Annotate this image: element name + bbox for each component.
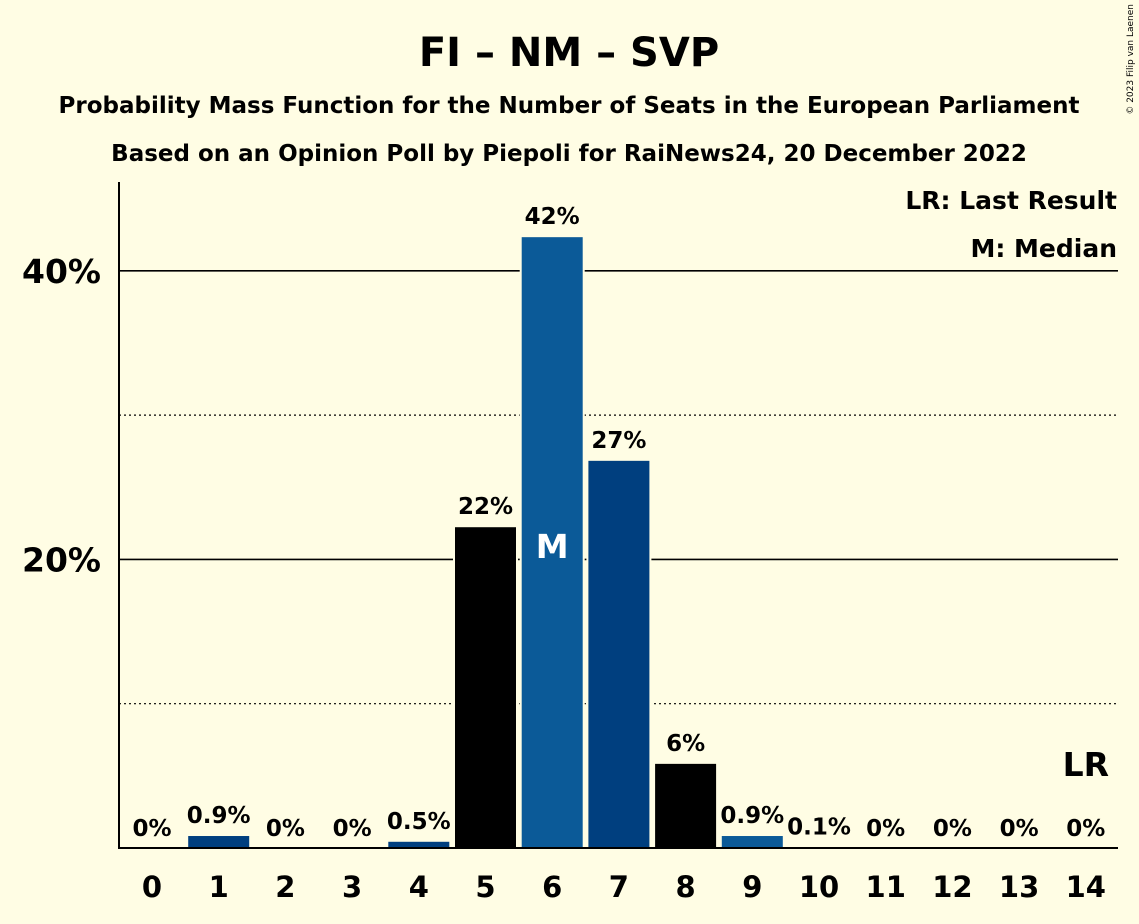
x-tick-label-4: 4: [409, 870, 429, 904]
x-tick-label-13: 13: [999, 870, 1039, 904]
legend-median: M: Median: [970, 234, 1117, 263]
last-result-marker: LR: [1063, 745, 1109, 784]
x-tick-label-7: 7: [609, 870, 629, 904]
y-tick-label: 20%: [22, 540, 101, 579]
data-label-12: 0%: [933, 816, 972, 842]
data-label-10: 0.1%: [787, 815, 851, 841]
bar-6: [519, 235, 585, 849]
bar-7: [586, 458, 652, 849]
x-tick-label-10: 10: [799, 870, 839, 904]
data-label-8: 6%: [666, 731, 705, 757]
bar-8: [653, 761, 719, 849]
x-tick-label-5: 5: [475, 870, 495, 904]
x-tick-label-9: 9: [742, 870, 762, 904]
data-label-9: 0.9%: [720, 803, 784, 829]
data-label-4: 0.5%: [387, 809, 451, 835]
x-tick-label-14: 14: [1066, 870, 1106, 904]
data-label-7: 27%: [591, 428, 646, 454]
chart-subtitle-1: Probability Mass Function for the Number…: [59, 93, 1080, 119]
data-label-1: 0.9%: [187, 803, 251, 829]
x-tick-label-2: 2: [275, 870, 295, 904]
data-labels: 0% 0.9% 0% 0% 0.5%22%42%27%6%0.9% 0.1% 0% 0% 0% 0…: [132, 204, 1109, 842]
bar-4: [386, 839, 452, 849]
bar-5: [453, 525, 518, 849]
y-tick-label: 40%: [22, 252, 101, 291]
data-label-0: 0%: [132, 816, 171, 842]
y-axis-ticks: 20% 40%: [22, 252, 101, 580]
chart-title: FI – NM – SVP: [419, 30, 719, 76]
data-label-2: 0%: [266, 816, 305, 842]
bar-9: [719, 834, 785, 849]
median-marker: M: [536, 527, 569, 566]
x-tick-label-8: 8: [676, 870, 696, 904]
chart-subtitle-2: Based on an Opinion Poll by Piepoli for …: [111, 141, 1027, 167]
data-label-11: 0%: [866, 816, 905, 842]
data-label-6: 42%: [525, 204, 580, 230]
data-label-5: 22%: [458, 494, 513, 520]
data-label-13: 0%: [1000, 816, 1039, 842]
data-label-14: 0%: [1066, 816, 1105, 842]
x-axis-ticks: 0 1 2 3 4 5 6 7 8 9 10 11 12 13 14: [142, 870, 1106, 904]
x-tick-label-12: 12: [932, 870, 972, 904]
bar-1: [186, 834, 252, 849]
x-tick-label-0: 0: [142, 870, 162, 904]
copyright-notice: © 2023 Filip van Laenen: [1126, 4, 1136, 115]
data-label-3: 0%: [333, 816, 372, 842]
x-tick-label-1: 1: [209, 870, 229, 904]
bars: [186, 235, 852, 850]
x-tick-label-11: 11: [866, 870, 906, 904]
x-tick-label-6: 6: [542, 870, 562, 904]
legend-last-result: LR: Last Result: [905, 186, 1117, 215]
x-tick-label-3: 3: [342, 870, 362, 904]
